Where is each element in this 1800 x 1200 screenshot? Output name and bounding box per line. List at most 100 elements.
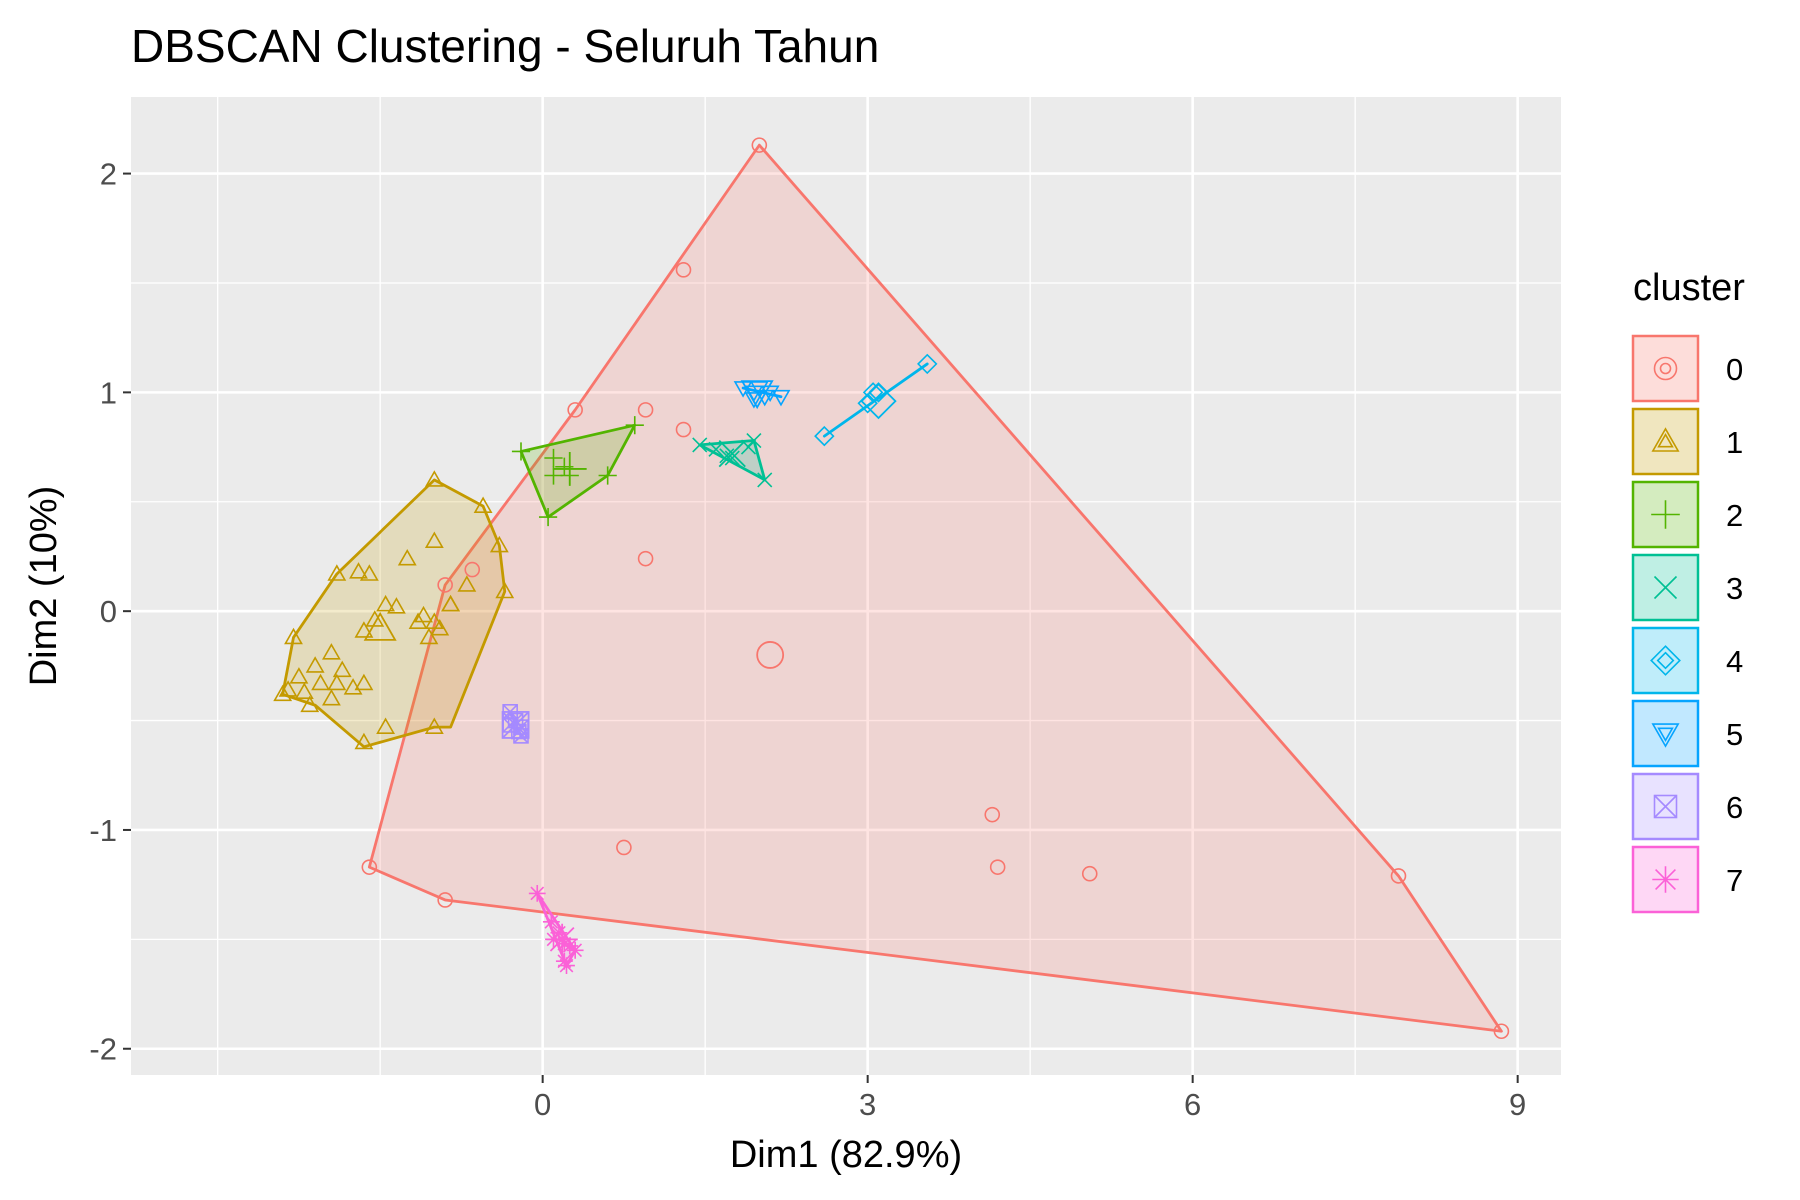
cluster-7-point [566,941,584,959]
legend-symbol [1651,500,1680,529]
cluster-4-point [862,382,884,403]
y-tick-label: 1 [100,375,117,410]
cluster-1-point [354,673,374,691]
plot-panel [131,97,1561,1075]
cluster-0-point [616,839,632,856]
cluster-7-point [555,952,573,970]
legend-label: 7 [1726,863,1743,898]
cluster-4-hull [822,362,929,438]
legend: cluster 0 1 2 3 4 5 6 7 [1631,267,1745,914]
cluster-1-point [273,684,293,702]
cluster-4-point [814,425,835,447]
cluster-1-point [424,531,444,548]
cluster-7-point [558,957,575,975]
legend-label: 0 [1726,352,1743,387]
legend-item-3: 3 [1631,553,1743,622]
cluster-1-point [495,581,515,599]
cluster-1-point [332,660,352,678]
cluster-0-point [1081,865,1098,882]
cluster-0-point [1390,868,1407,884]
cluster-0-point [361,859,378,875]
cluster-1-point [414,605,433,623]
cluster-1-point [457,575,477,592]
cluster-1-point [349,562,368,579]
cluster-7-point [550,924,568,942]
cluster-0-hull [367,143,1503,1033]
cluster-0-point [751,137,768,153]
cluster-1-centroid [363,611,397,641]
legend-item-7: 7 [1631,845,1743,914]
x-tick-label: 6 [1184,1087,1201,1122]
cluster-3-centroid [718,439,746,468]
cluster-1-point [354,621,374,638]
cluster-2-point [511,442,531,461]
cluster-0-point [675,421,692,438]
cluster-1-point [321,643,341,660]
legend-item-4: 4 [1631,626,1743,695]
legend-item-0: 0 [1631,334,1743,403]
legend-key [1631,699,1700,768]
legend-item-2: 2 [1631,480,1743,549]
y-tick-label: -1 [89,813,117,848]
cluster-1-point [424,612,444,629]
legend-label: 1 [1726,425,1743,460]
cluster-1-point [327,564,347,581]
cluster-3-point [719,448,735,464]
legend-symbol [1652,866,1679,893]
cluster-4-point [917,353,938,375]
cluster-1-point [386,597,406,614]
legend-item-1: 1 [1631,407,1743,476]
cluster-1-point [419,627,439,645]
legend-symbol [1653,356,1678,381]
legend-label: 6 [1726,790,1743,825]
cluster-1-point [376,717,396,734]
cluster-2-point [625,416,644,435]
cluster-1-point [289,667,309,684]
data-points [273,137,1510,1040]
cluster-3-point [692,437,708,453]
cluster-0-point [437,577,453,593]
legend-key [1631,407,1700,476]
cluster-1-point [430,619,450,636]
cluster-2-point [544,448,563,468]
cluster-0-point [675,262,692,278]
cluster-0-point [1493,1023,1510,1040]
cluster-5-centroid [740,380,774,410]
cluster-0-point [984,806,1001,823]
cluster-1-point [424,470,444,487]
cluster-2-centroid [552,452,587,486]
cluster-0-point [464,561,481,578]
legend-key [1631,626,1700,695]
cluster-5-point [771,389,791,407]
cluster-5-point [744,392,764,409]
x-tick-label: 9 [1509,1087,1526,1122]
cluster-0-point [989,859,1006,875]
cluster-6-centroid [501,711,530,739]
legend-symbol [1651,427,1680,452]
legend-label: 3 [1726,571,1743,606]
cluster-1-point [408,612,428,629]
legend-symbol [1651,723,1680,748]
cluster-0-point [637,550,654,567]
cluster-7-point [528,885,546,902]
cluster-3-point [708,441,724,457]
cluster-3-point [757,472,773,488]
cluster-1-point [311,673,331,691]
legend-title: cluster [1633,267,1745,309]
cluster-2-point [538,507,558,527]
cluster-1-point [327,673,347,691]
legend-symbol [1653,794,1678,819]
cluster-1-point [300,695,320,713]
chart-title: DBSCAN Clustering - Seluruh Tahun [131,20,879,72]
cluster-1-point [359,564,379,581]
y-tick-label: 0 [100,594,117,629]
x-tick-label: 3 [859,1087,876,1122]
cluster-7-point [555,935,573,953]
cluster-1-point [473,496,493,513]
grid-lines [131,97,1561,1075]
legend-item-5: 5 [1631,699,1743,768]
cluster-1-point [424,717,444,734]
legend-symbol [1653,575,1678,600]
cluster-1-point [376,594,396,612]
